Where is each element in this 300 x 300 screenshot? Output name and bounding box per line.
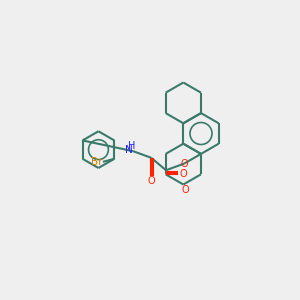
Text: N: N [125, 145, 133, 155]
Text: O: O [182, 184, 190, 195]
Text: H: H [128, 141, 135, 151]
Text: Br: Br [91, 157, 102, 167]
Text: O: O [147, 176, 155, 186]
Text: O: O [180, 169, 187, 179]
Text: O: O [180, 159, 188, 169]
